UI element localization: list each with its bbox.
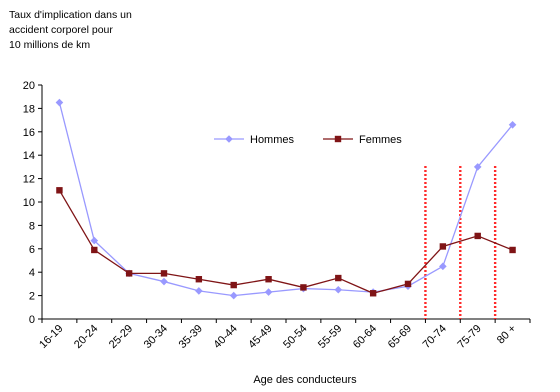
x-tick-label: 45-49 xyxy=(246,323,274,351)
y-tick-label: 20 xyxy=(23,80,35,92)
data-point-femmes xyxy=(335,274,342,282)
data-point-hommes xyxy=(473,163,482,171)
data-point-hommes xyxy=(508,120,517,129)
y-axis-title-line: 10 millions de km xyxy=(9,39,91,51)
x-tick-label: 50-54 xyxy=(281,323,309,351)
data-point-hommes xyxy=(160,277,168,286)
x-tick-label: 40-44 xyxy=(211,323,239,351)
data-point-femmes xyxy=(474,232,481,240)
y-tick-label: 10 xyxy=(23,197,35,209)
legend-label: Hommes xyxy=(250,134,295,146)
y-axis-title: Taux d'implication dans un accident corp… xyxy=(9,8,159,53)
legend-label: Femmes xyxy=(359,134,402,146)
x-tick-label: 60-64 xyxy=(351,323,379,351)
y-tick-label: 12 xyxy=(23,174,35,186)
x-tick-label: 20-24 xyxy=(72,323,100,351)
y-tick-label: 18 xyxy=(23,103,35,115)
data-point-hommes xyxy=(439,262,447,271)
y-tick-label: 6 xyxy=(29,244,35,256)
legend-marker xyxy=(225,135,233,143)
data-point-femmes xyxy=(125,270,133,277)
y-tick-label: 0 xyxy=(29,314,35,326)
x-tick-label: 55-59 xyxy=(316,323,344,351)
legend-marker xyxy=(334,135,342,143)
x-tick-label: 16-19 xyxy=(37,323,65,351)
y-axis-title-line: accident corporel pour xyxy=(9,24,113,36)
data-point-femmes xyxy=(195,276,203,283)
data-point-femmes xyxy=(91,246,98,254)
data-point-femmes xyxy=(230,281,237,289)
x-tick-label: 70-74 xyxy=(421,323,449,351)
x-tick-label: 25-29 xyxy=(107,323,135,351)
x-tick-label: 35-39 xyxy=(177,323,205,351)
data-point-femmes xyxy=(160,270,168,277)
data-point-femmes xyxy=(300,284,307,291)
data-point-femmes xyxy=(56,187,63,194)
y-tick-label: 2 xyxy=(29,291,35,303)
y-tick-label: 8 xyxy=(29,220,35,232)
data-point-femmes xyxy=(404,280,412,288)
x-tick-label: 75-79 xyxy=(455,323,483,351)
data-point-femmes xyxy=(369,290,377,297)
x-tick-label: 65-69 xyxy=(386,323,414,351)
data-point-hommes xyxy=(90,236,99,245)
y-axis-title-line: Taux d'implication dans un xyxy=(9,9,132,21)
series-line-hommes xyxy=(58,102,514,297)
data-point-hommes xyxy=(229,291,238,300)
y-tick-label: 4 xyxy=(29,267,35,279)
y-tick-label: 16 xyxy=(23,127,35,139)
x-tick-label: 30-34 xyxy=(142,323,170,351)
data-point-hommes xyxy=(55,98,64,107)
x-axis-title: Age des conducteurs xyxy=(253,374,357,386)
x-tick-label: 80 + xyxy=(495,323,519,347)
data-point-hommes xyxy=(195,287,203,295)
data-point-femmes xyxy=(265,276,272,283)
data-point-hommes xyxy=(264,288,273,296)
data-point-femmes xyxy=(509,246,516,254)
data-point-hommes xyxy=(334,285,343,294)
series-line-femmes xyxy=(58,189,513,294)
y-tick-label: 14 xyxy=(23,150,35,162)
data-point-femmes xyxy=(439,243,447,250)
